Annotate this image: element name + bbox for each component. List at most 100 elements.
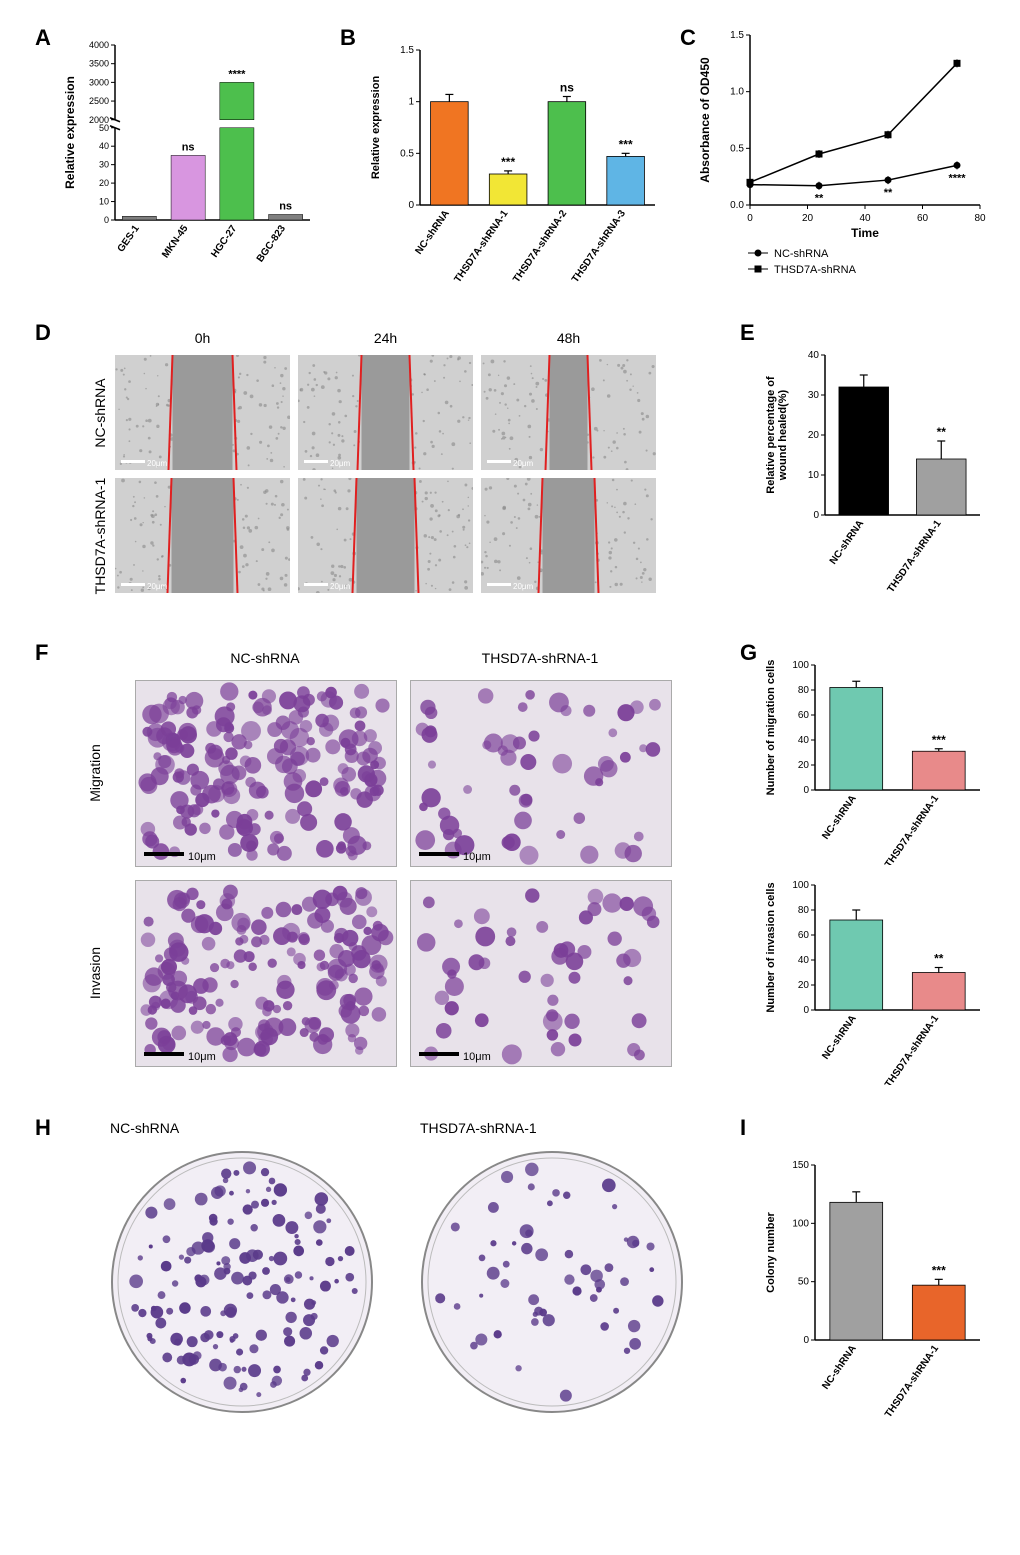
panel-c-chart: 0204060800.00.51.01.5TimeAbsorbance of O… — [695, 25, 995, 285]
svg-text:2500: 2500 — [89, 96, 109, 106]
svg-text:80: 80 — [974, 213, 986, 224]
svg-text:Relative expression: Relative expression — [370, 76, 382, 180]
panel-label-d: D — [35, 320, 51, 346]
svg-text:0.0: 0.0 — [730, 200, 744, 211]
svg-text:20μm: 20μm — [330, 459, 351, 468]
svg-text:40: 40 — [859, 213, 871, 224]
panel-label-e: E — [740, 320, 755, 346]
svg-text:****: **** — [948, 172, 966, 184]
svg-text:20μm: 20μm — [513, 582, 534, 591]
svg-text:10μm: 10μm — [463, 851, 491, 863]
transwell-col-header: NC-shRNA — [135, 650, 395, 666]
svg-text:20μm: 20μm — [513, 459, 534, 468]
svg-text:Relative expression: Relative expression — [63, 76, 77, 189]
transwell-row-header: Invasion — [87, 923, 103, 1023]
svg-text:20: 20 — [808, 430, 820, 441]
panel-label-i: I — [740, 1115, 746, 1141]
svg-text:HGC-27: HGC-27 — [209, 223, 239, 260]
panel-e-chart: 010203040Relative percentage ofwound hea… — [760, 340, 990, 600]
svg-text:**: ** — [815, 193, 824, 205]
colony-col-header: THSD7A-shRNA-1 — [420, 1120, 680, 1136]
svg-text:10: 10 — [808, 470, 820, 481]
svg-text:80: 80 — [798, 685, 810, 696]
panel-label-f: F — [35, 640, 48, 666]
transwell-image: 10μm — [410, 680, 672, 867]
svg-text:NC-shRNA: NC-shRNA — [820, 1343, 858, 1391]
svg-text:1.5: 1.5 — [730, 30, 744, 41]
svg-text:ns: ns — [279, 200, 292, 212]
svg-text:***: *** — [619, 137, 633, 151]
svg-text:****: **** — [228, 68, 246, 80]
panel-g-chart-1: 020406080100Number of migration cellsNC-… — [760, 655, 990, 865]
svg-text:THSD7A-shRNA-1: THSD7A-shRNA-1 — [883, 1343, 941, 1420]
scratch-image: 20μm — [115, 355, 290, 470]
svg-text:ns: ns — [182, 141, 195, 153]
svg-text:Absorbance of OD450: Absorbance of OD450 — [698, 57, 712, 183]
svg-text:30: 30 — [99, 160, 109, 170]
svg-text:0: 0 — [803, 1335, 809, 1346]
panel-h-grid: NC-shRNA THSD7A-shRNA-1 — [70, 1120, 690, 1420]
panel-d-grid: 0h24h48hNC-shRNATHSD7A-shRNA-120μm20μm20… — [60, 330, 680, 610]
svg-text:3500: 3500 — [89, 59, 109, 69]
panel-a-chart: 2000250030003500400001020304050Relative … — [60, 35, 320, 295]
svg-text:60: 60 — [798, 710, 810, 721]
svg-text:Time: Time — [851, 226, 879, 240]
svg-text:40: 40 — [808, 350, 820, 361]
svg-text:0: 0 — [813, 510, 819, 521]
svg-text:NC-shRNA: NC-shRNA — [820, 793, 858, 841]
transwell-row-header: Migration — [87, 723, 103, 823]
transwell-col-header: THSD7A-shRNA-1 — [410, 650, 670, 666]
svg-text:THSD7A-shRNA-1: THSD7A-shRNA-1 — [452, 208, 510, 285]
svg-text:0: 0 — [408, 200, 414, 211]
svg-text:BGC-823: BGC-823 — [255, 223, 288, 264]
svg-text:**: ** — [937, 425, 947, 439]
panel-label-c: C — [680, 25, 696, 51]
svg-text:20μm: 20μm — [330, 582, 351, 591]
panel-label-g: G — [740, 640, 757, 666]
svg-text:0: 0 — [803, 1005, 809, 1016]
svg-text:40: 40 — [798, 955, 810, 966]
colony-col-header: NC-shRNA — [110, 1120, 370, 1136]
panel-label-h: H — [35, 1115, 51, 1141]
scratch-image: 20μm — [298, 355, 473, 470]
svg-text:3000: 3000 — [89, 77, 109, 87]
svg-text:THSD7A-shRNA-1: THSD7A-shRNA-1 — [883, 1013, 941, 1085]
svg-text:4000: 4000 — [89, 40, 109, 50]
svg-text:NC-shRNA: NC-shRNA — [820, 1013, 858, 1061]
svg-text:0.5: 0.5 — [400, 148, 414, 159]
scratch-col-header: 48h — [539, 330, 599, 346]
svg-text:1: 1 — [408, 97, 414, 108]
svg-text:50: 50 — [798, 1277, 810, 1288]
svg-text:150: 150 — [792, 1160, 809, 1171]
svg-text:20μm: 20μm — [147, 459, 168, 468]
svg-text:ns: ns — [560, 81, 574, 95]
svg-text:40: 40 — [798, 735, 810, 746]
scratch-image: 20μm — [115, 478, 290, 593]
svg-text:100: 100 — [792, 660, 809, 671]
colony-dish — [420, 1150, 684, 1414]
svg-text:1.0: 1.0 — [730, 87, 744, 98]
svg-text:10: 10 — [99, 197, 109, 207]
scratch-row-header: NC-shRNA — [92, 353, 108, 473]
transwell-image: 10μm — [135, 880, 397, 1067]
svg-text:20: 20 — [802, 213, 814, 224]
panel-i-chart: 050100150Colony numberNC-shRNA***THSD7A-… — [760, 1150, 990, 1430]
panel-f-grid: NC-shRNA THSD7A-shRNA-1 Migration Invasion 1… — [60, 650, 680, 1080]
svg-text:50: 50 — [99, 123, 109, 133]
svg-text:20: 20 — [99, 178, 109, 188]
panel-label-b: B — [340, 25, 356, 51]
svg-text:60: 60 — [798, 930, 810, 941]
svg-text:80: 80 — [798, 905, 810, 916]
panel-g-chart-2: 020406080100Number of invasion cellsNC-s… — [760, 875, 990, 1085]
svg-text:THSD7A-shRNA-2: THSD7A-shRNA-2 — [511, 208, 569, 285]
svg-text:Relative percentage of: Relative percentage of — [765, 376, 777, 494]
svg-text:THSD7A-shRNA: THSD7A-shRNA — [774, 264, 857, 276]
colony-dish — [110, 1150, 374, 1414]
svg-text:10μm: 10μm — [188, 851, 216, 863]
svg-text:**: ** — [884, 187, 893, 199]
svg-text:100: 100 — [792, 1218, 809, 1229]
scratch-col-header: 0h — [173, 330, 233, 346]
svg-text:NC-shRNA: NC-shRNA — [414, 208, 452, 256]
transwell-image: 10μm — [410, 880, 672, 1067]
scratch-col-header: 24h — [356, 330, 416, 346]
